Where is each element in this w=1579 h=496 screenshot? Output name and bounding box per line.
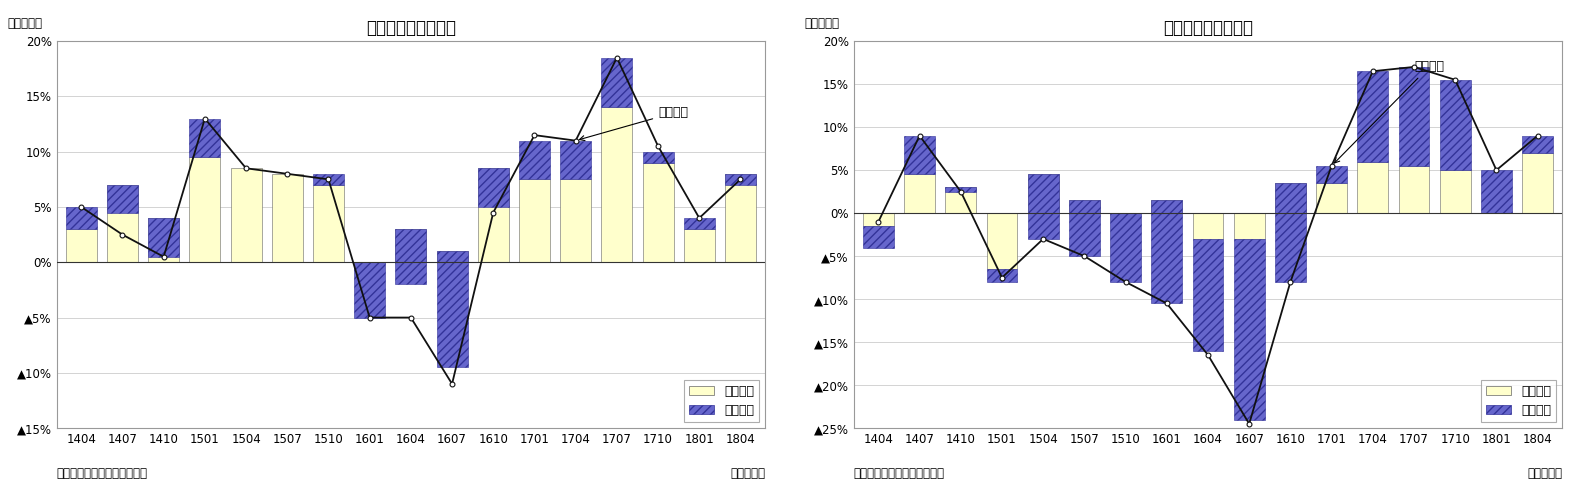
Bar xyxy=(1069,200,1101,256)
Bar xyxy=(437,251,467,368)
Bar xyxy=(643,163,674,262)
Bar xyxy=(395,229,426,284)
Bar xyxy=(725,174,756,185)
Bar xyxy=(272,174,303,262)
Bar xyxy=(946,187,976,191)
Text: （年・月）: （年・月） xyxy=(729,467,766,480)
Bar xyxy=(1522,153,1554,213)
Bar xyxy=(354,262,385,317)
Bar xyxy=(864,213,894,226)
Bar xyxy=(1440,170,1470,213)
Bar xyxy=(1274,183,1306,282)
Bar xyxy=(864,226,894,248)
Bar xyxy=(66,229,96,262)
Bar xyxy=(1481,170,1511,213)
Bar xyxy=(1399,67,1429,166)
Bar xyxy=(189,119,221,157)
Legend: 数量要因, 価格要因: 数量要因, 価格要因 xyxy=(684,379,759,422)
Bar xyxy=(1069,200,1101,213)
Text: （年・月）: （年・月） xyxy=(1527,467,1562,480)
Bar xyxy=(437,251,467,262)
Bar xyxy=(684,218,715,229)
Bar xyxy=(1028,175,1058,239)
Bar xyxy=(1274,183,1306,213)
Bar xyxy=(561,141,591,180)
Bar xyxy=(946,187,976,213)
Bar xyxy=(395,229,426,262)
Bar xyxy=(107,185,137,262)
Bar xyxy=(478,168,508,262)
Legend: 数量要因, 価格要因: 数量要因, 価格要因 xyxy=(1481,379,1555,422)
Bar xyxy=(1151,200,1183,304)
Bar xyxy=(107,185,137,212)
Bar xyxy=(1192,213,1224,239)
Bar xyxy=(189,157,221,262)
Bar xyxy=(313,174,344,185)
Bar xyxy=(1233,239,1265,420)
Bar xyxy=(1028,175,1058,213)
Bar xyxy=(1399,166,1429,213)
Bar xyxy=(987,213,1017,269)
Bar xyxy=(684,229,715,262)
Text: （前年比）: （前年比） xyxy=(804,16,838,30)
Bar xyxy=(1358,71,1388,162)
Bar xyxy=(1151,200,1183,213)
Bar xyxy=(478,168,508,207)
Bar xyxy=(987,269,1017,282)
Text: （前年比）: （前年比） xyxy=(6,16,43,30)
Bar xyxy=(1192,239,1224,351)
Text: 輸出金額: 輸出金額 xyxy=(579,107,688,140)
Bar xyxy=(602,58,632,108)
Bar xyxy=(148,218,178,262)
Bar xyxy=(66,207,96,229)
Bar xyxy=(1440,80,1470,170)
Bar xyxy=(1317,166,1347,183)
Bar xyxy=(1110,213,1142,282)
Bar xyxy=(561,180,591,262)
Bar xyxy=(519,180,549,262)
Bar xyxy=(313,185,344,262)
Bar xyxy=(905,175,935,213)
Text: （資料）財務省「貿易統計」: （資料）財務省「貿易統計」 xyxy=(57,467,147,480)
Bar xyxy=(602,108,632,262)
Title: 輸入金額の要因分解: 輸入金額の要因分解 xyxy=(1164,19,1254,37)
Text: 輸入金額: 輸入金額 xyxy=(1334,61,1445,163)
Title: 輸出金額の要因分解: 輸出金額の要因分解 xyxy=(366,19,456,37)
Bar xyxy=(231,168,262,262)
Bar xyxy=(1358,162,1388,213)
Text: （資料）財務省「貿易統計」: （資料）財務省「貿易統計」 xyxy=(854,467,944,480)
Bar xyxy=(725,174,756,262)
Bar xyxy=(905,136,935,175)
Bar xyxy=(1233,213,1265,239)
Bar xyxy=(643,152,674,163)
Bar xyxy=(1522,136,1554,153)
Bar xyxy=(519,141,549,180)
Bar xyxy=(1317,183,1347,213)
Bar xyxy=(148,218,178,257)
